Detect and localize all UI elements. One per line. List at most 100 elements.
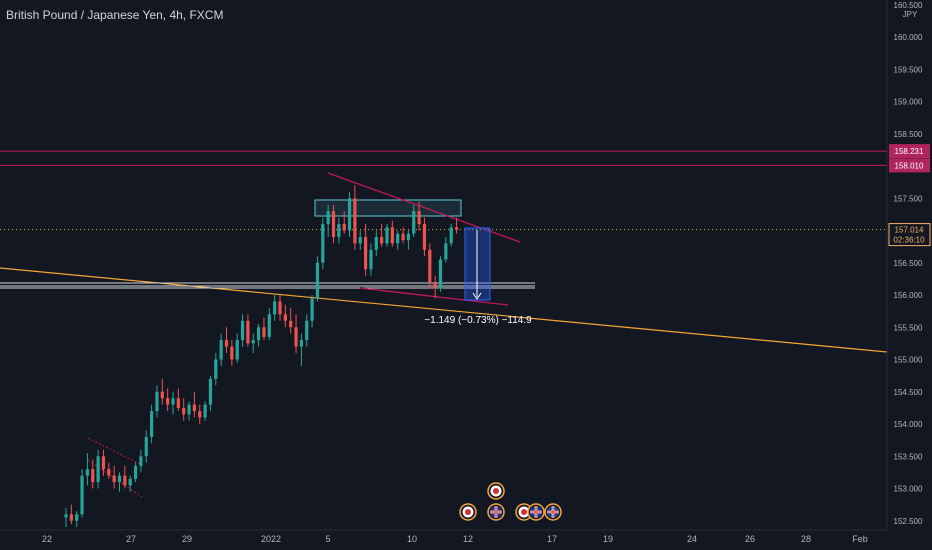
candle <box>251 333 255 354</box>
candle <box>91 459 95 489</box>
flag-channel-upper <box>87 437 141 465</box>
price-tick-label: 154.000 <box>894 420 923 429</box>
candle <box>240 314 245 347</box>
target-icon[interactable] <box>487 482 505 500</box>
candle <box>347 191 352 237</box>
price-tick-label: 155.500 <box>894 323 923 332</box>
price-tag <box>889 158 930 173</box>
candle <box>449 224 453 247</box>
candle-body <box>166 398 170 405</box>
candle <box>176 388 180 412</box>
candle <box>278 295 282 321</box>
candle <box>289 307 293 334</box>
candle-body <box>262 327 266 337</box>
candle <box>107 462 111 479</box>
candle-body <box>192 404 196 412</box>
time-tick-label: 5 <box>325 534 330 544</box>
time-tick-label: 12 <box>463 534 473 544</box>
target-icon[interactable] <box>459 503 477 521</box>
candle <box>75 511 79 528</box>
price-axis-bg <box>887 0 932 550</box>
candle-body <box>187 404 191 415</box>
measure-arrowhead <box>472 292 482 300</box>
candle <box>208 375 213 412</box>
candle <box>198 404 202 424</box>
candle <box>433 275 437 299</box>
price-tick-label: 158.500 <box>894 130 923 139</box>
candle <box>401 227 405 244</box>
flag-icon[interactable] <box>544 503 562 521</box>
candle-body <box>198 411 202 418</box>
candle <box>150 404 154 444</box>
candle <box>385 224 389 247</box>
time-tick-label: 27 <box>126 534 136 544</box>
candle <box>342 211 346 234</box>
candle-body <box>267 314 271 337</box>
candle-body <box>396 233 400 244</box>
candle <box>267 307 271 341</box>
countdown-label: 02:36:10 <box>893 236 925 245</box>
candle-body <box>353 198 357 244</box>
candle-body <box>273 301 277 315</box>
candle <box>235 333 239 363</box>
candle-body <box>315 262 320 299</box>
candle-body <box>438 259 443 289</box>
candle <box>96 449 100 489</box>
candle-body <box>347 198 352 231</box>
candle <box>438 256 443 292</box>
candle-body <box>235 340 239 360</box>
candle-body <box>75 514 79 521</box>
candle-body <box>224 340 229 347</box>
candle <box>246 314 250 347</box>
flag-icon[interactable] <box>527 503 545 521</box>
candle-body <box>417 211 421 225</box>
candle-body <box>64 514 68 518</box>
candle <box>262 317 266 341</box>
candle-body <box>139 456 143 466</box>
price-axis-top-label: 160.500 <box>894 1 923 10</box>
candle <box>422 217 427 257</box>
candle-body <box>176 398 180 408</box>
candle <box>85 453 89 486</box>
candle <box>123 465 127 489</box>
candle-body <box>107 469 111 476</box>
flag-icon[interactable] <box>487 503 505 521</box>
candle <box>69 504 73 524</box>
event-target-inner <box>465 509 471 515</box>
candle-body <box>155 391 159 412</box>
candle <box>390 220 394 247</box>
candle <box>257 324 261 347</box>
price-tick-label: 157.500 <box>894 194 923 203</box>
candle-body <box>449 227 453 244</box>
target-icon[interactable] <box>515 503 533 521</box>
candle-body <box>444 243 448 260</box>
candle <box>139 449 143 473</box>
plot-area: −1.149 (−0.73%) −114.9 <box>0 150 887 528</box>
candle-body <box>230 346 234 360</box>
candle-body <box>401 233 405 241</box>
candle-body <box>380 236 384 244</box>
time-tick-label: 28 <box>801 534 811 544</box>
price-tag <box>889 144 930 159</box>
candle-body <box>422 224 427 250</box>
candle <box>219 333 223 366</box>
candle-body <box>428 249 432 283</box>
candle-body <box>374 236 378 250</box>
candle <box>214 353 218 386</box>
candle-body <box>182 407 186 415</box>
time-tick-label: 26 <box>745 534 755 544</box>
time-tick-label: 22 <box>42 534 52 544</box>
candle-body <box>337 224 341 237</box>
price-tag-label: 158.231 <box>895 147 924 156</box>
candle-body <box>91 469 95 483</box>
candle-body <box>305 320 309 341</box>
candle <box>396 230 400 250</box>
candle <box>133 462 138 483</box>
candle-body <box>219 340 223 360</box>
candle-body <box>358 236 362 244</box>
price-tick-label: 159.500 <box>894 65 923 74</box>
candle <box>406 230 410 250</box>
candle <box>412 204 416 237</box>
candle-body <box>283 314 287 321</box>
